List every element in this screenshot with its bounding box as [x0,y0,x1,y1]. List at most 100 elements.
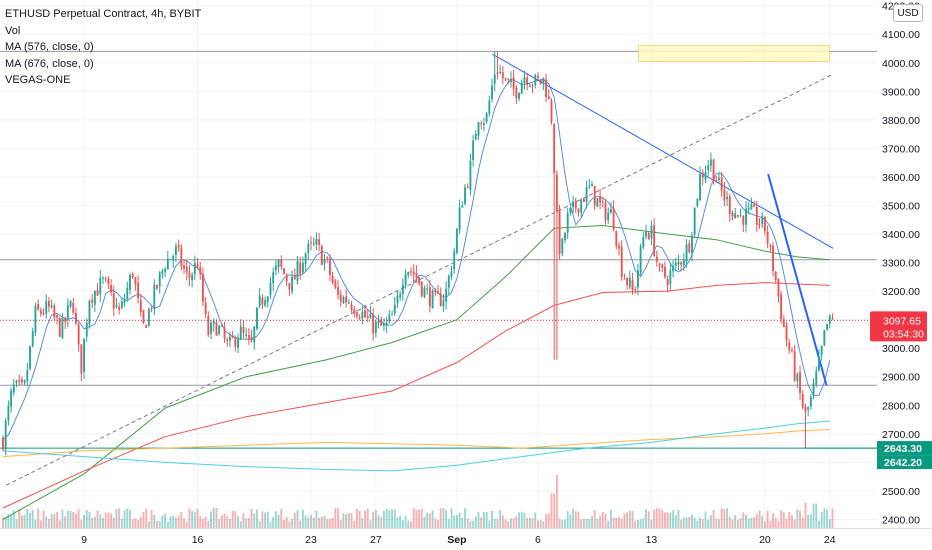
volume-bar [345,513,348,528]
candle-body [591,184,593,187]
volume-bar [296,510,299,528]
candle-body [337,287,339,295]
volume-bar [607,520,610,528]
volume-bar [747,518,750,528]
legend-vegas-one[interactable]: VEGAS-ONE [5,74,71,86]
volume-bar [131,519,134,528]
candle-body [742,215,745,225]
candle-body [29,346,31,369]
volume-bar [639,519,642,528]
candle-body [226,339,229,342]
candle-body [628,277,631,288]
candle-body [666,278,669,286]
candle-body [120,301,123,308]
candle-body [377,321,380,324]
candle-body [350,304,353,310]
volume-bar [250,508,253,528]
volume-bar [266,511,269,528]
volume-bar [164,513,167,528]
candle-body [799,372,801,393]
candle-body [601,201,604,203]
volume-bar [680,519,683,528]
volume-bar [442,508,445,528]
candle-body [39,310,42,314]
legend-ma-576[interactable]: MA (576, close, 0) [5,41,94,53]
volume-bar [826,510,829,528]
volume-bar [174,517,177,528]
candle-body [345,296,348,303]
candle-body [88,300,91,325]
volume-bar [482,511,485,528]
candle-body [577,208,580,213]
volume-bar [364,510,366,528]
level-badge-upper-label: 2643.30 [884,443,922,455]
candle-body [518,92,520,99]
volume-bar [618,517,620,528]
candle-body [572,201,575,208]
candle-body [147,308,150,326]
volume-bar [72,512,75,528]
volume-bar [688,516,691,528]
candle-body [420,281,423,296]
candle-body [401,284,404,294]
candle-body [331,275,334,283]
time-axis[interactable]: 9 16 23 27 Sep 6 13 20 24 [0,528,932,550]
volume-bar [58,520,61,528]
candle-body [501,72,504,79]
candle-body [607,212,610,221]
legend-ma-676[interactable]: MA (676, close, 0) [5,57,94,70]
volume-bar [310,515,312,528]
volume-bar [418,509,421,528]
price-tick-label: 2800.00 [882,400,920,412]
candle-body [596,198,599,207]
candle-body [645,231,647,237]
volume-bar [96,510,99,528]
candle-body [374,321,377,334]
volume-bar [323,516,326,528]
candle-body [728,196,731,215]
candle-body [23,380,26,383]
volume-bar [102,517,104,528]
volume-bar [20,515,23,528]
candle-body [445,288,448,302]
candle-body [653,225,656,256]
volume-bar [66,510,69,528]
candle-body [347,302,350,304]
candle-body [701,172,704,178]
volume-bar [7,513,10,528]
candle-body [115,305,118,307]
volume-bar [480,517,483,528]
volume-bar [642,518,645,528]
volume-bar [742,512,745,528]
candle-body [650,225,653,239]
level-badge-lower [877,455,932,470]
candle-body [828,315,831,324]
candle-body [407,271,410,276]
candle-body [223,328,226,339]
candle-body [704,172,707,180]
volume-bar [185,521,188,528]
candle-body [493,74,496,84]
candle-body [707,165,710,171]
legend-volume[interactable]: Vol [5,24,21,37]
candle-body [455,229,458,253]
volume-bar [561,520,564,528]
candle-body [150,308,153,310]
symbol-title[interactable]: ETHUSD Perpetual Contract, 4h, BYBIT [5,8,202,20]
candle-body [112,293,115,309]
candle-body [307,243,310,254]
candle-body [726,196,729,200]
volume-bar [404,515,407,528]
volume-bar [223,513,226,528]
candle-body [477,122,480,136]
volume-bar [537,520,539,528]
volume-bar [12,510,15,528]
volume-bar [591,516,593,528]
currency-button[interactable]: USD [893,4,923,22]
candle-body [66,305,69,320]
volume-bar [577,511,580,528]
volume-bar [753,516,756,528]
volume-bar [358,510,361,528]
candle-body [734,213,737,219]
